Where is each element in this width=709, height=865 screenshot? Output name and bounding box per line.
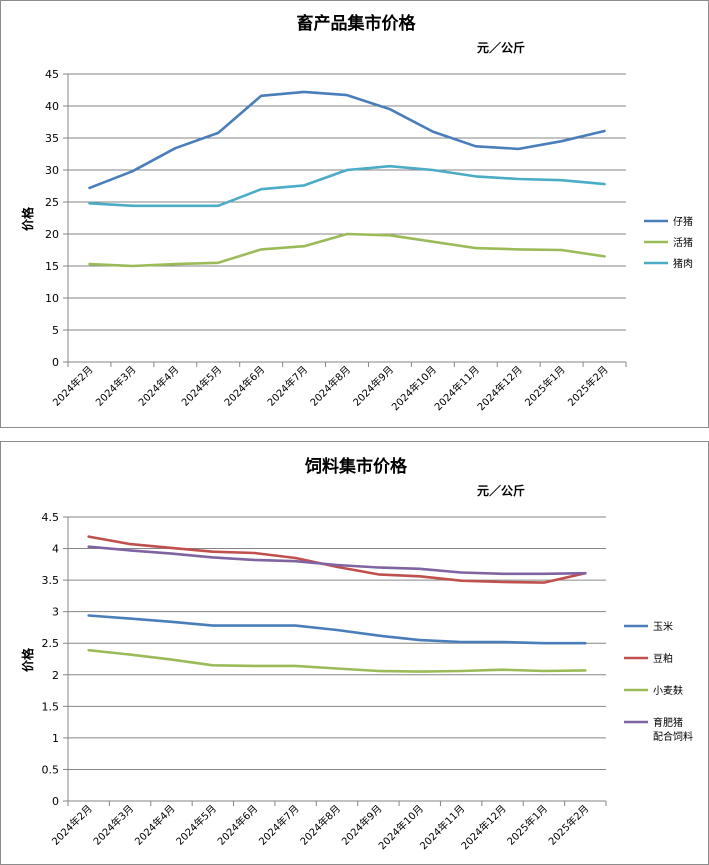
x-tick-label: 2024年3月 — [93, 363, 139, 409]
series-line-1 — [88, 90, 606, 190]
legend-label: 育肥猪 — [653, 716, 683, 729]
y-tick-labels: 0 0.5 1 1.5 2 2.5 3 3.5 4 4.5 — [42, 511, 60, 808]
x-tick-labels: 2024年2月2024年3月2024年4月2024年5月2024年6月2024年… — [50, 363, 611, 413]
legend-label: 豆粕 — [653, 652, 673, 665]
chart-title: 畜产品集市价格 — [297, 13, 417, 34]
legend-label: 活猪 — [673, 237, 693, 249]
legend-label: 仔猪 — [673, 216, 693, 228]
y-axis-label: 价格 — [20, 647, 35, 672]
y-tick-labels: 0 5 10 15 20 25 30 35 40 45 — [45, 68, 59, 369]
x-tick-label: 2024年12月 — [474, 363, 524, 413]
x-tick-label: 2024年10月 — [389, 363, 439, 413]
y-tick-label: 5 — [52, 324, 59, 337]
y-tick-label: 0 — [52, 356, 59, 369]
feed-price-chart-panel: 饲料集市价格 元／公斤 0 0.5 1 1.5 2 2.5 3 3.5 4 4.5 2024年2月… — [0, 441, 709, 865]
x-tick-label: 2025年1月 — [504, 802, 550, 848]
y-tick-label: 3 — [52, 606, 59, 619]
y-tick-label: 0.5 — [42, 763, 60, 776]
series-line-1 — [87, 614, 587, 645]
livestock-price-chart-panel: 畜产品集市价格 元／公斤 0 5 10 15 20 25 30 35 40 45 2024年2月 2… — [0, 0, 709, 428]
x-tick-label: 2024年5月 — [179, 363, 225, 409]
x-tick-label: 2025年2月 — [546, 802, 592, 848]
y-axis-label: 价格 — [20, 206, 35, 231]
unit-label: 元／公斤 — [477, 40, 525, 55]
series-line-2 — [88, 232, 606, 268]
x-tick-label: 2025年2月 — [565, 363, 611, 409]
y-tick-label: 4.5 — [42, 511, 60, 524]
x-tick-label: 2024年9月 — [350, 363, 396, 409]
unit-label: 元／公斤 — [477, 483, 525, 498]
legend-label: 玉米 — [653, 620, 673, 633]
gridlines — [68, 516, 606, 770]
x-tick-label: 2024年6月 — [215, 802, 261, 848]
y-tick-label: 30 — [45, 164, 59, 177]
y-tick-label: 35 — [45, 132, 59, 145]
y-tick-label: 40 — [45, 100, 59, 113]
x-tick-label: 2024年11月 — [432, 363, 482, 413]
y-tick-label: 15 — [45, 260, 59, 273]
y-tick-label: 20 — [45, 228, 59, 241]
legend-label: 猪肉 — [673, 257, 693, 270]
y-tick-label: 25 — [45, 196, 59, 209]
x-tick-label: 2024年9月 — [339, 802, 385, 848]
y-tick-label: 4 — [52, 543, 59, 556]
y-tick-label: 1 — [52, 732, 59, 745]
x-tick-label: 2024年4月 — [136, 363, 182, 409]
x-tick-label: 2024年7月 — [264, 363, 310, 409]
x-tick-label: 2024年2月 — [49, 802, 95, 848]
series-line-3 — [87, 648, 587, 673]
y-tick-label: 10 — [45, 292, 59, 305]
x-tick-label: 2024年4月 — [132, 802, 178, 848]
axes — [63, 73, 627, 367]
x-tick-label: 2024年8月 — [297, 802, 343, 848]
x-tick-label: 2024年5月 — [173, 802, 219, 848]
y-tick-label: 3.5 — [42, 574, 60, 587]
y-tick-label: 0 — [52, 795, 59, 808]
y-tick-label: 2 — [52, 669, 59, 682]
series-lines — [88, 90, 606, 268]
series-lines — [87, 535, 587, 673]
x-tick-label: 2024年8月 — [307, 363, 353, 409]
x-tick-label: 2024年6月 — [221, 363, 267, 409]
x-tick-label: 2025年1月 — [522, 363, 568, 409]
legend-label: 配合饲料 — [653, 730, 693, 743]
series-line-3 — [88, 164, 606, 208]
x-tick-label: 2024年12月 — [458, 802, 508, 852]
axes — [63, 516, 607, 806]
y-tick-label: 1.5 — [42, 700, 60, 713]
x-tick-label: 2024年3月 — [90, 802, 136, 848]
gridlines — [68, 73, 626, 331]
x-tick-label: 2024年2月 — [50, 363, 96, 409]
x-tick-label: 2024年7月 — [256, 802, 302, 848]
y-tick-label: 45 — [45, 68, 59, 81]
x-tick-labels: 2024年2月2024年3月2024年4月2024年5月2024年6月2024年… — [49, 802, 591, 852]
y-tick-label: 2.5 — [42, 637, 60, 650]
series-line-4 — [87, 545, 587, 576]
feed-price-chart: 饲料集市价格 元／公斤 0 0.5 1 1.5 2 2.5 3 3.5 4 4.5 2024年2月… — [20, 456, 693, 852]
chart-title: 饲料集市价格 — [304, 456, 408, 477]
legend-label: 小麦麸 — [653, 684, 683, 697]
series-line-2 — [87, 535, 587, 584]
